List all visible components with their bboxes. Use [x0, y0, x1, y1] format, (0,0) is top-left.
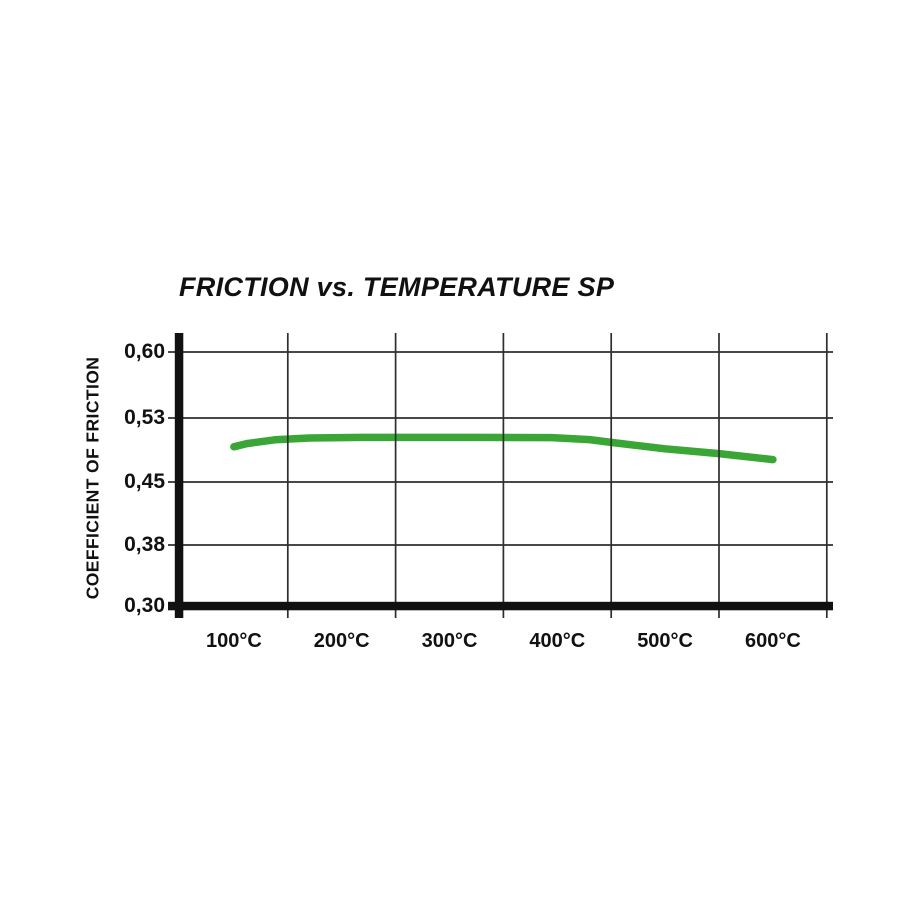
friction-curve	[230, 433, 777, 464]
y-tick-label: 0,30	[124, 594, 165, 617]
chart-title: FRICTION vs. TEMPERATURE SP	[179, 272, 615, 302]
x-axis-bar	[168, 601, 833, 611]
y-tick-label: 0,60	[124, 340, 165, 363]
y-tick-label: 0,38	[124, 533, 165, 556]
axis-bars	[168, 333, 833, 618]
x-tick-label: 500°C	[637, 630, 693, 652]
x-tick-label: 100°C	[205, 630, 262, 652]
x-tick-label: 600°C	[744, 630, 801, 652]
x-tick-label: 400°C	[529, 630, 586, 652]
y-tick-label: 0,53	[124, 406, 165, 429]
x-tick-label: 300°C	[421, 630, 478, 652]
y-axis-bar	[174, 333, 184, 618]
y-tick-label: 0,45	[124, 470, 165, 493]
grid-lines	[168, 333, 833, 618]
series-line-sp	[230, 433, 777, 464]
x-tick-label: 200°C	[313, 630, 370, 652]
